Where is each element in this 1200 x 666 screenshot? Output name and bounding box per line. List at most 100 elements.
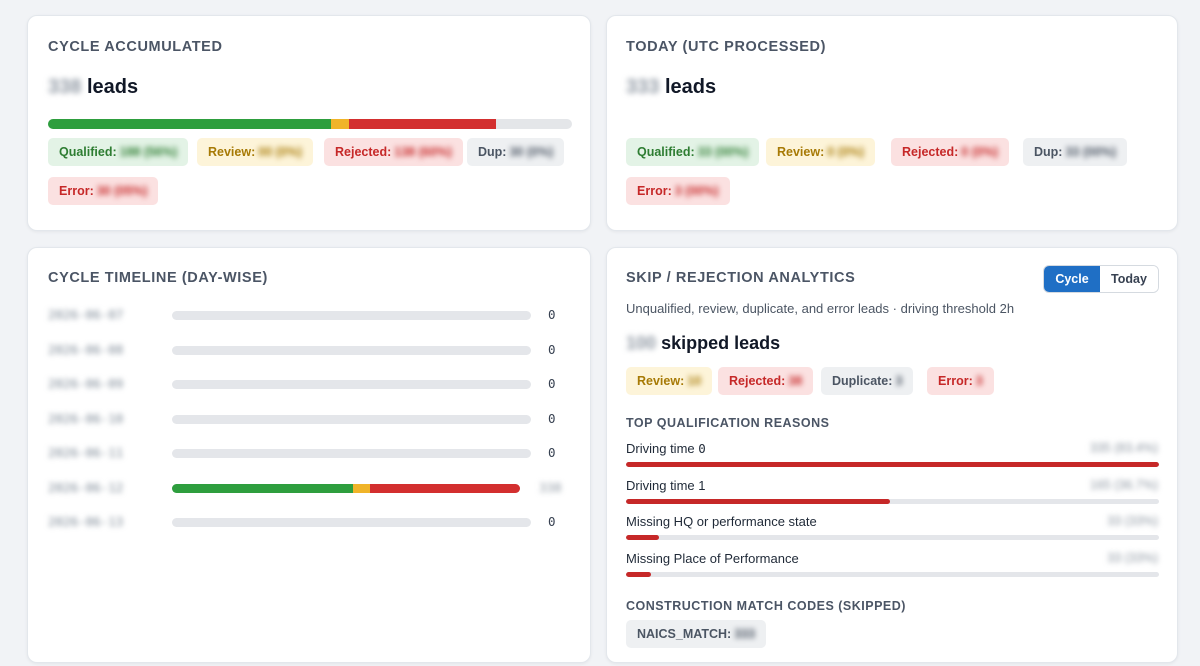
period-toggle: Cycle Today	[1043, 265, 1159, 293]
error-label: Error:	[59, 184, 94, 198]
reason-value: 33 (33%)	[1107, 550, 1158, 565]
qualified-label: Qualified:	[59, 145, 117, 159]
error-badge: Error: 3	[927, 367, 994, 395]
timeline-count: 0	[548, 307, 556, 322]
cycle-toggle-button[interactable]: Cycle	[1044, 266, 1100, 292]
today-lead-count: 333 leads	[626, 76, 716, 99]
review-value: 00 (0%)	[258, 145, 303, 159]
duplicate-badge: Duplicate: 3	[821, 367, 914, 395]
reasons-heading: TOP QUALIFICATION REASONS	[626, 416, 830, 430]
today-toggle-button[interactable]: Today	[1100, 266, 1158, 292]
rejected-badge: Rejected: 138 (60%)	[324, 138, 463, 166]
dup-value: 33 (00%)	[1065, 145, 1117, 159]
review-segment	[330, 119, 350, 129]
code-value: 333	[734, 627, 756, 641]
timeline-date: 2026-06-09	[48, 376, 124, 391]
rejected-label: Rejected:	[729, 374, 786, 388]
qualified-segment	[48, 119, 331, 129]
reason-label: Missing Place of Performance	[626, 551, 799, 566]
review-badge: Review: 10	[626, 367, 713, 395]
codes-heading: CONSTRUCTION MATCH CODES (SKIPPED)	[626, 599, 906, 613]
reason-value: 335 (83.4%)	[1089, 441, 1158, 455]
timeline-count: 0	[548, 341, 556, 357]
reason-bar	[626, 571, 1159, 577]
reason-label: Missing HQ or performance state	[626, 514, 817, 529]
reason-bar-fill	[626, 535, 660, 540]
naics-match-badge: NAICS_MATCH: 333	[626, 620, 767, 648]
review-badge: Review: 0 (0%)	[766, 138, 876, 166]
qualified-segment	[172, 483, 353, 493]
error-badge: Error: 3 (00%)	[626, 177, 730, 205]
timeline-bar	[172, 518, 531, 527]
skip-description: Unqualified, review, duplicate, and erro…	[626, 301, 1015, 316]
timeline-count: 338	[539, 479, 562, 495]
review-segment	[352, 483, 371, 493]
error-label: Error:	[637, 184, 672, 198]
timeline-bar	[172, 414, 531, 424]
skip-analytics-card: SKIP / REJECTION ANALYTICS Cycle Today U…	[606, 247, 1178, 663]
review-value: 0 (0%)	[827, 145, 865, 159]
review-label: Review:	[777, 145, 825, 159]
timeline-date: 2026-06-11	[48, 445, 124, 460]
reason-label-code: 0	[698, 441, 706, 456]
lead-count-value: 333	[626, 76, 660, 98]
reason-bar	[626, 462, 1159, 467]
rejected-segment	[349, 119, 497, 129]
rejected-label: Rejected:	[335, 145, 392, 159]
timeline-date: 2026-06-10	[48, 410, 124, 426]
reason-value: 33 (33%)	[1107, 514, 1158, 528]
review-value: 10	[687, 374, 702, 388]
card-title: CYCLE TIMELINE (DAY-WISE)	[48, 270, 268, 286]
error-value: 3 (00%)	[674, 184, 719, 198]
duplicate-value: 3	[895, 374, 903, 388]
review-badge: Review: 00 (0%)	[197, 138, 314, 166]
timeline-count: 0	[548, 514, 556, 529]
timeline-date: 2026-06-13	[48, 514, 124, 529]
timeline-bar	[172, 311, 531, 320]
dup-label: Dup:	[1034, 145, 1063, 159]
timeline-date: 2026-06-07	[48, 307, 124, 322]
timeline-count: 0	[548, 376, 556, 391]
qualified-badge: Qualified: 33 (00%)	[626, 138, 760, 166]
cycle-lead-count: 338 leads	[48, 76, 138, 99]
skipped-leads-word: skipped leads	[661, 333, 781, 353]
card-title: SKIP / REJECTION ANALYTICS	[626, 270, 856, 286]
reason-label-text: Missing HQ or performance state	[626, 514, 817, 529]
dup-badge: Dup: 33 (00%)	[1023, 138, 1128, 166]
timeline-bar	[172, 483, 520, 493]
cycle-accumulated-card: CYCLE ACCUMULATED 338 leads Qualified: 18…	[27, 15, 591, 231]
reason-bar	[626, 535, 1159, 540]
dup-value: 30 (0%)	[509, 145, 554, 159]
error-value: 3	[975, 374, 983, 388]
duplicate-label: Duplicate:	[832, 374, 893, 388]
rejected-badge: Rejected: 0 (0%)	[891, 138, 1010, 166]
timeline-bar	[172, 345, 531, 355]
review-label: Review:	[208, 145, 256, 159]
timeline-date: 2026-06-12	[48, 479, 124, 495]
leads-word: leads	[86, 76, 139, 98]
timeline-count: 0	[548, 410, 556, 426]
card-title: CYCLE ACCUMULATED	[48, 39, 223, 55]
reason-bar-fill	[626, 462, 1159, 467]
timeline-bar	[172, 380, 531, 389]
rejected-value: 0 (0%)	[961, 145, 999, 159]
today-card: TODAY (UTC PROCESSED) 333 leads Qualifie…	[606, 15, 1178, 231]
dup-label: Dup:	[478, 145, 507, 159]
cycle-timeline-card: CYCLE TIMELINE (DAY-WISE) 2026-06-07 0 202…	[27, 247, 591, 663]
qualified-value: 188 (56%)	[119, 145, 178, 159]
dup-badge: Dup: 30 (0%)	[467, 138, 565, 166]
leads-word: leads	[664, 76, 717, 98]
qualified-value: 33 (00%)	[697, 145, 749, 159]
error-badge: Error: 30 (05%)	[48, 177, 159, 205]
error-label: Error:	[938, 374, 973, 388]
qualified-label: Qualified:	[637, 145, 695, 159]
reason-label: Driving time 1	[626, 478, 705, 493]
reason-bar-fill	[626, 571, 651, 577]
rejected-segment	[370, 483, 520, 493]
rejected-value: 138 (60%)	[394, 145, 452, 159]
timeline-date: 2026-06-08	[48, 341, 124, 357]
qualified-badge: Qualified: 188 (56%)	[48, 138, 189, 166]
reason-label-text: Driving time	[626, 441, 699, 456]
skipped-lead-count: 100 skipped leads	[626, 333, 780, 354]
skipped-count-value: 100	[626, 333, 657, 353]
